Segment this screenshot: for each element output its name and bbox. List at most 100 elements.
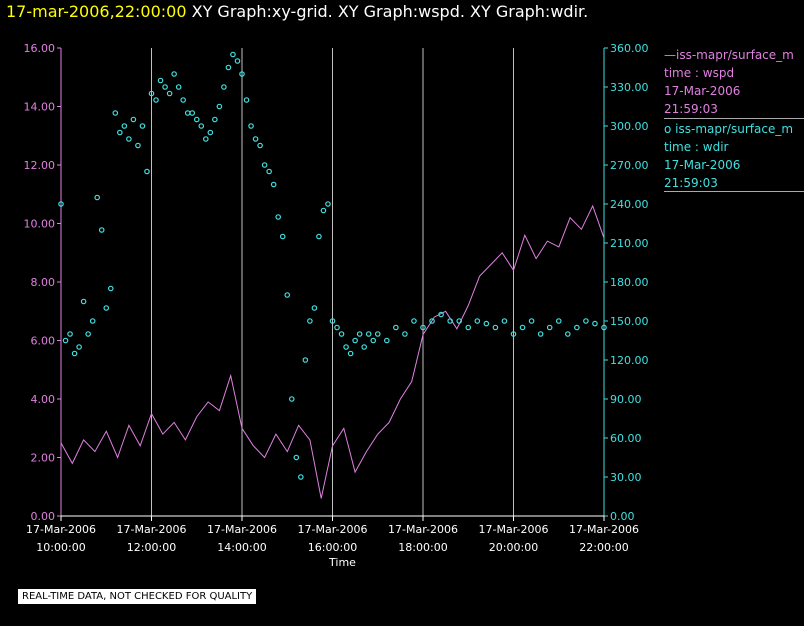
wdir-point [343,344,349,350]
wdir-point [112,110,119,116]
wdir-point [171,71,177,77]
wdir-point [438,311,444,318]
wdir-point [126,136,132,142]
wdir-point [71,350,78,357]
wdir-point [175,84,182,90]
wdir-point [89,318,96,324]
wdir-point [257,142,263,149]
wdir-point [284,292,291,298]
legend-divider [664,191,804,192]
wdir-point [334,324,340,331]
legend-wspd-time: 21:59:03 [664,102,718,116]
y-left-tick-label: 16.00 [24,42,56,55]
wdir-point [166,90,173,97]
wdir-point [293,454,300,461]
wdir-point [465,324,472,331]
wdir-point [221,84,227,90]
y-right-tick-label: 240.00 [610,198,649,211]
wdir-point [67,331,73,337]
x-tick-time: 22:00:00 [579,541,628,554]
x-tick-date: 17-Mar-2006 [569,523,639,536]
wdir-point [275,214,282,220]
legend-divider [664,118,804,119]
wdir-point [139,123,146,129]
legend-wspd-series: —iss-mapr/surface_m [664,48,794,62]
wdir-point [94,194,101,201]
y-right-tick-label: 150.00 [610,315,649,328]
wdir-point [325,201,331,207]
wdir-point [311,305,318,311]
x-tick-time: 20:00:00 [489,541,538,554]
wdir-point [555,318,562,324]
wdir-point [320,207,327,214]
y-right-tick-label: 360.00 [610,42,649,55]
wdir-point [117,129,123,136]
wdir-point [189,110,196,116]
legend-wdir-date: 17-Mar-2006 [664,158,741,172]
wdir-point [370,337,377,344]
wdir-point [298,474,304,480]
wdir-point [230,51,236,58]
x-tick-date: 17-Mar-2006 [117,523,187,536]
wdir-point [130,116,137,123]
legend-wdir-time: 21:59:03 [664,176,718,190]
wdir-point [98,227,105,233]
y-right-tick-label: 300.00 [610,120,649,133]
legend-wspd-date: 17-Mar-2006 [664,84,741,98]
wdir-point [58,201,64,207]
wdir-point [148,90,155,97]
wdir-point [347,350,354,357]
wdir-point [393,324,399,331]
x-axis-label: Time [328,556,356,569]
legend-wspd-axis: time : wspd [664,66,735,80]
x-tick-date: 17-Mar-2006 [207,523,277,536]
x-tick-date: 17-Mar-2006 [388,523,458,536]
wdir-point [266,168,272,175]
wdir-point [121,123,128,129]
y-left-tick-label: 6.00 [31,335,56,348]
title-timestamp: 17-mar-2006,22:00:00 [6,2,187,21]
wdir-point [162,84,168,90]
y-right-tick-label: 210.00 [610,237,649,250]
wdir-point [207,129,214,136]
wdir-point [316,233,322,240]
wdir-point [157,77,164,84]
wdir-point [103,305,110,311]
legend-circle-icon: o [664,122,672,136]
y-left-tick-label: 10.00 [24,218,56,231]
wdir-point [239,71,245,77]
wdir-point [62,337,69,344]
wdir-point [592,320,598,327]
wdir-point [528,318,535,324]
wdir-point [361,344,367,350]
legend-wdir-axis: time : wdir [664,140,729,154]
wdir-point [601,324,607,331]
wdir-point [203,136,209,142]
wdir-point [456,318,463,324]
wdir-point [383,337,390,344]
wdir-point [107,285,114,292]
wspd-series-line [60,204,605,499]
wdir-point [288,396,295,402]
wdir-point [492,324,499,331]
wdir-point [411,318,417,324]
wdir-point [483,320,490,327]
legend-wdir-series: o iss-mapr/surface_m [664,122,794,136]
wdir-point [510,331,517,337]
wdir-point [329,318,336,324]
wdir-point [402,331,408,337]
wdir-point [184,110,191,116]
y-right-tick-label: 330.00 [610,81,649,94]
legend-line-icon: — [664,48,676,62]
x-tick-time: 16:00:00 [308,541,357,554]
wdir-point [234,58,241,64]
y-right-tick-label: 90.00 [610,393,642,406]
wdir-point [252,136,259,142]
title-graphs: XY Graph:xy-grid. XY Graph:wspd. XY Grap… [191,2,589,21]
wdir-point [501,318,508,324]
wdir-point [356,331,363,337]
wdir-point [80,298,87,305]
wdir-point [429,318,435,324]
wdir-point [212,116,218,123]
